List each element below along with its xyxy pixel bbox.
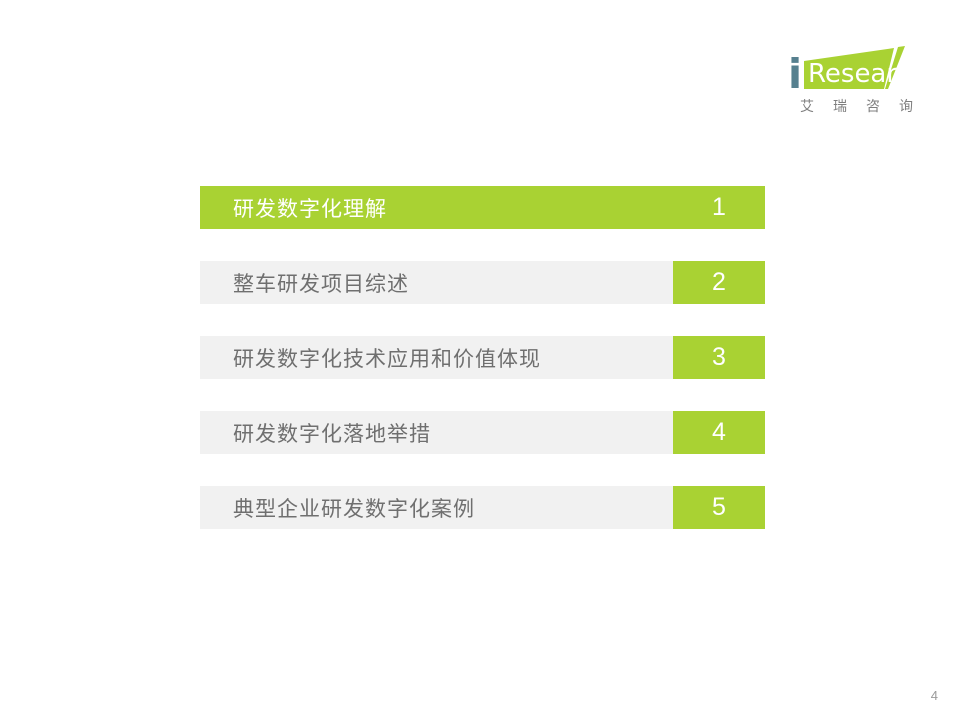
toc-item-number: 3 <box>673 336 765 379</box>
toc-item-number: 1 <box>712 193 726 221</box>
toc-item-number: 4 <box>673 411 765 454</box>
toc-item-title: 整车研发项目综述 <box>233 272 409 296</box>
logo-i: i <box>788 50 802 92</box>
toc-item-title: 研发数字化理解 <box>233 197 387 221</box>
logo-chinese-name: 艾瑞咨询 <box>800 98 932 114</box>
logo-green-slash <box>885 46 905 89</box>
toc-item-title: 研发数字化技术应用和价值体现 <box>233 347 541 371</box>
toc-item-4[interactable]: 研发数字化落地举措 4 <box>200 411 765 454</box>
iresearch-logo-mark: i Research <box>788 46 912 92</box>
toc-item-5[interactable]: 典型企业研发数字化案例 5 <box>200 486 765 529</box>
iresearch-logo: i Research 艾瑞咨询 <box>788 44 913 114</box>
logo-green-shape <box>804 48 894 89</box>
page-number: 4 <box>930 688 938 703</box>
toc-item-number: 2 <box>673 261 765 304</box>
logo-research-text: Research <box>808 59 912 89</box>
toc-item-2[interactable]: 整车研发项目综述 2 <box>200 261 765 304</box>
toc-item-title: 典型企业研发数字化案例 <box>233 497 475 521</box>
toc-item-1[interactable]: 研发数字化理解 1 <box>200 186 765 229</box>
toc-item-3[interactable]: 研发数字化技术应用和价值体现 3 <box>200 336 765 379</box>
toc-item-title: 研发数字化落地举措 <box>233 422 431 446</box>
toc-item-number: 5 <box>673 486 765 529</box>
